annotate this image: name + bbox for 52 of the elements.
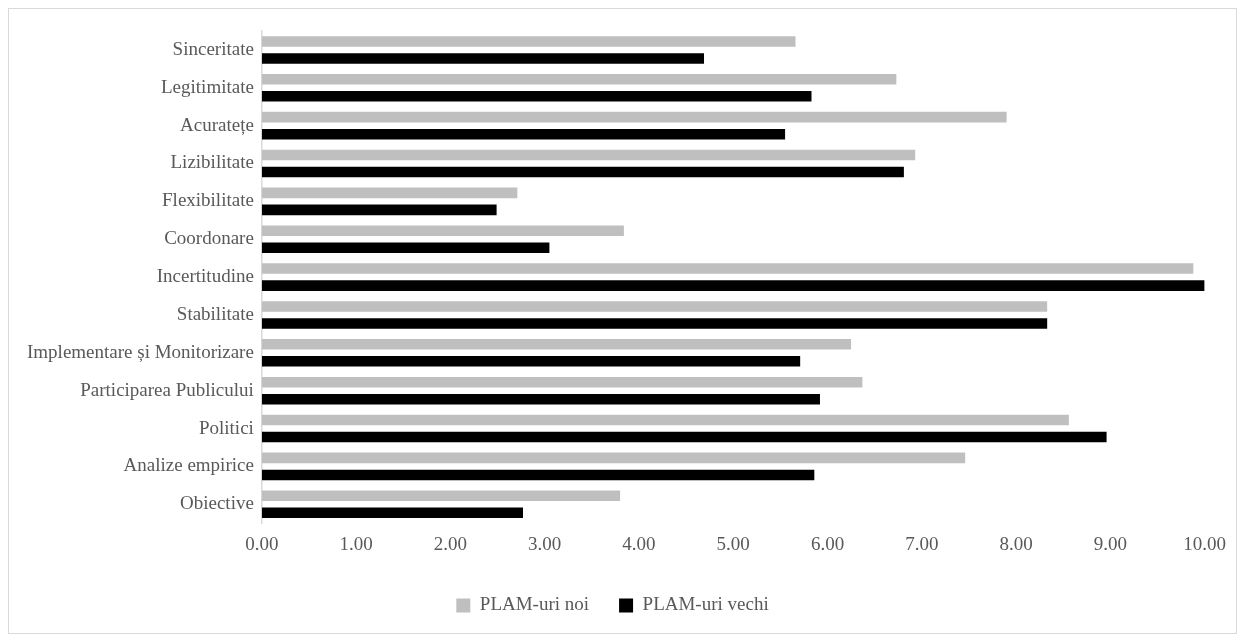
bar	[261, 204, 497, 216]
y-tick-label: Obiective	[180, 492, 254, 514]
bar	[261, 36, 796, 47]
bar	[261, 376, 863, 388]
x-tick-label: 1.00	[339, 532, 373, 554]
legend-label: PLAM-uri noi	[479, 593, 590, 615]
y-tick-label: Analize empirice	[123, 454, 254, 476]
y-tick-label: Flexibilitate	[162, 189, 254, 211]
bar	[261, 128, 786, 140]
bar	[261, 91, 812, 102]
bar	[261, 318, 1048, 329]
x-tick-label: 2.00	[433, 532, 468, 554]
bar	[261, 414, 1069, 426]
bar	[261, 242, 550, 254]
bar	[261, 280, 1205, 291]
bar	[261, 301, 1048, 312]
y-tick-label: Legitimitate	[161, 75, 254, 97]
bar	[261, 356, 801, 367]
bar	[261, 111, 1007, 123]
x-tick-label: 10.00	[1183, 532, 1226, 554]
bar	[261, 225, 624, 236]
x-tick-label: 6.00	[810, 532, 845, 554]
y-tick-label: Incertitudine	[156, 265, 254, 287]
bar	[261, 339, 852, 350]
bar	[261, 73, 897, 85]
bar	[261, 490, 621, 502]
bar	[261, 431, 1107, 443]
bar	[261, 507, 524, 519]
x-tick-label: 7.00	[905, 532, 939, 554]
bar	[261, 393, 820, 405]
bar	[261, 149, 916, 161]
y-tick-label: Stabilitate	[176, 302, 254, 324]
y-tick-label: Coordonare	[164, 227, 254, 249]
x-tick-label: 9.00	[1093, 532, 1127, 554]
x-tick-label: 4.00	[622, 532, 656, 554]
y-tick-label: Implementare și Monitorizare	[27, 340, 254, 362]
bar	[261, 452, 966, 464]
x-tick-label: 0.00	[245, 532, 279, 554]
bar	[261, 187, 518, 199]
y-tick-label: Acuratețe	[180, 113, 254, 135]
y-tick-label: Lizibilitate	[170, 151, 254, 173]
y-tick-label: Politici	[198, 416, 254, 438]
bar	[261, 166, 904, 178]
y-tick-label: Participarea Publicului	[80, 378, 254, 400]
y-tick-label: Sinceritate	[172, 37, 254, 59]
bar	[261, 469, 815, 481]
x-tick-label: 3.00	[528, 532, 562, 554]
bar	[261, 53, 705, 64]
x-tick-label: 5.00	[716, 532, 750, 554]
bar	[261, 263, 1194, 274]
legend-label: PLAM-uri vechi	[642, 593, 769, 615]
x-tick-label: 8.00	[999, 532, 1033, 554]
